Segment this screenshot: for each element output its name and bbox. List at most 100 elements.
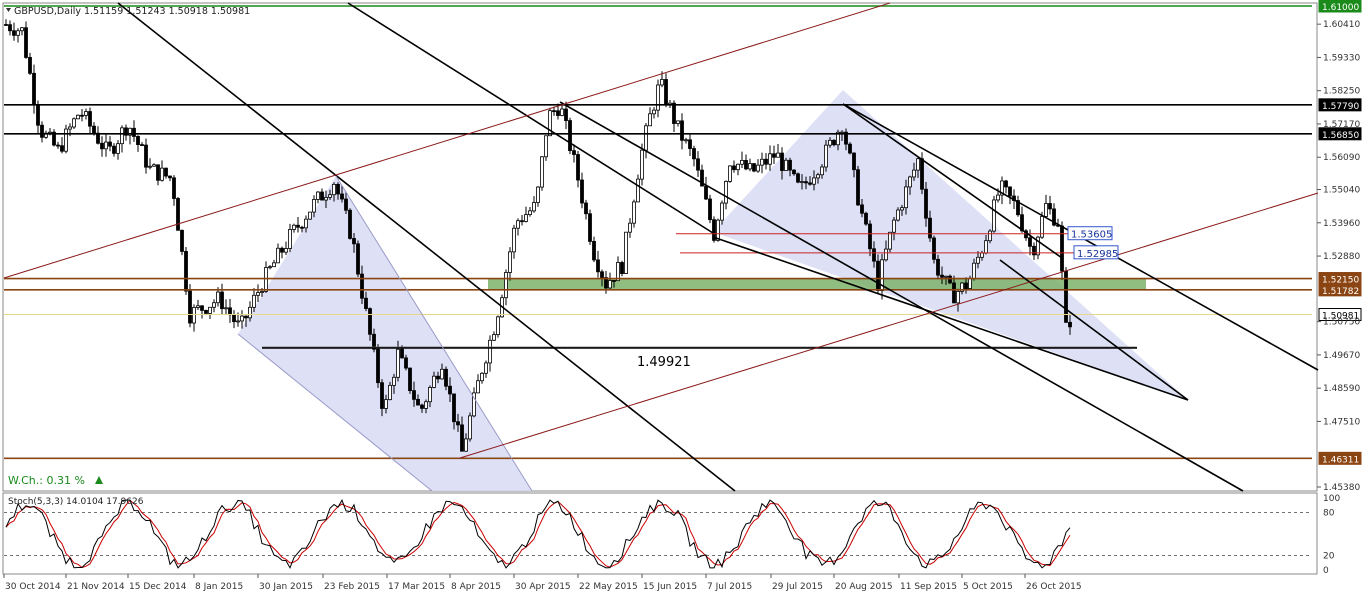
candle-body [752,163,756,172]
candle-body [56,144,60,147]
trend-line [999,259,1189,401]
date-tick-label: 15 Dec 2014 [129,582,187,592]
candle-body [116,143,120,154]
candle-body [352,238,356,245]
date-tick-label: 15 Jun 2015 [643,582,697,592]
candle-body [168,175,172,179]
candle-body [632,201,636,224]
candle-body [404,357,408,369]
red-channel-line [3,2,891,279]
candle-body [76,114,80,120]
candle-body [956,290,960,304]
candle-body [812,177,816,185]
candle-body [180,229,184,252]
candle-body [772,153,776,158]
price-tick-label: 1.55040 [1323,186,1360,196]
candle-body [496,316,500,336]
candle-body [968,277,972,289]
candle-body [424,401,428,409]
price-tick-label: 1.53960 [1323,219,1360,229]
candle-body [1016,200,1020,216]
candle-body [936,258,940,276]
candle-body [920,158,924,190]
candle-body [864,212,868,225]
candle-body [716,219,720,241]
candle-body [1068,321,1072,328]
candle-body [964,282,968,289]
candle-body [732,165,736,171]
candle-body [244,315,248,319]
candle-body [464,438,468,452]
price-tag-text: 1.46311 [1322,455,1359,465]
candle-body [372,333,376,350]
price-tick-label: 1.57170 [1323,120,1360,130]
candle-body [904,186,908,209]
candle-body [576,154,580,181]
candle-body [4,24,8,26]
candle-body [336,183,340,195]
candle-body [544,135,548,158]
level-tag-text: 1.53605 [1071,230,1112,241]
candle-body [184,251,188,292]
candle-body [128,127,132,136]
stoch-header: Stoch(5,3,3) 14.0104 17.9626 [8,497,144,507]
candle-body [644,125,648,151]
channel-edge [237,333,433,492]
candle-body [620,262,624,274]
candle-body [952,282,956,304]
candle-body [1048,203,1052,210]
candle-body [52,131,56,146]
collapse-triangle-icon[interactable] [6,8,11,12]
candle-body [856,169,860,206]
up-triangle-icon [95,476,103,484]
candle-body [660,79,664,86]
candle-body [512,227,516,253]
candle-body [940,274,944,278]
date-tick-label: 30 Oct 2014 [5,582,61,592]
descending-channel-fill [238,176,532,491]
candle-body [948,275,952,284]
candle-body [1008,186,1012,197]
candle-body [536,186,540,203]
candle-body [412,390,416,400]
candle-body [836,131,840,146]
trend-line [347,2,714,234]
candle-body [172,177,176,199]
trend-line [117,2,736,492]
candle-body [736,163,740,171]
candle-body [896,209,900,221]
price-tag-text: 1.56850 [1322,131,1359,141]
candle-body [152,164,156,167]
candle-body [224,307,228,310]
candle-body [992,199,996,232]
stoch-panel-frame [2,492,1318,575]
price-tag-box [1318,98,1362,112]
candle-body [368,308,372,335]
candle-body [916,158,920,171]
candle-body [200,305,204,311]
date-tick-label: 8 Apr 2015 [451,582,501,592]
candle-body [124,127,128,136]
candle-body [420,404,424,409]
candle-body [460,424,464,452]
level-tag-text: 1.52985 [1077,249,1118,260]
candle-body [568,120,572,152]
candle-body [656,84,660,111]
candle-body [408,367,412,392]
candle-body [120,127,124,145]
candle-body [960,282,964,292]
candle-body [548,110,552,137]
triangle-pattern-fill [713,90,1188,400]
candle-body [348,209,352,239]
candle-body [88,111,92,127]
date-tick-label: 29 Jul 2015 [772,582,823,592]
candle-body [392,376,396,386]
candle-body [192,307,196,324]
candle-body [624,231,628,274]
candle-body [804,181,808,184]
candle-body [344,198,348,211]
candle-body [884,248,888,261]
price-panel-frame [2,2,1318,492]
candle-body [680,120,684,141]
candle-body [452,393,456,423]
